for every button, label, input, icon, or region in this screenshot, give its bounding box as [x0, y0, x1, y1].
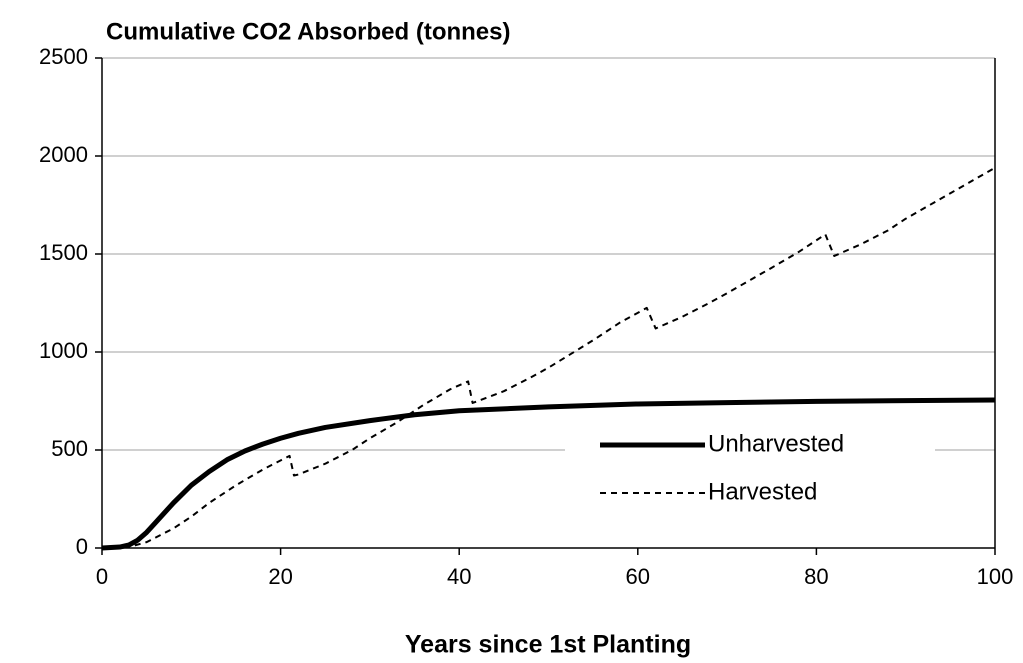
x-axis-label: Years since 1st Planting [405, 631, 691, 659]
legend-box [565, 420, 935, 520]
data-line [101, 397, 996, 551]
y-tick-label: 2000 [39, 142, 88, 167]
x-tick-label: 40 [447, 564, 471, 589]
x-tick-label: 0 [96, 564, 108, 589]
chart-title: Cumulative CO2 Absorbed (tonnes) [106, 18, 510, 45]
y-tick-label: 500 [51, 436, 88, 461]
y-tick-label: 0 [76, 534, 88, 559]
data-line [101, 166, 996, 549]
x-tick-label: 100 [977, 564, 1014, 589]
x-tick-label: 80 [804, 564, 828, 589]
y-tick-label: 1000 [39, 338, 88, 363]
x-tick-label: 60 [626, 564, 650, 589]
legend-label: Unharvested [708, 430, 844, 457]
x-tick-label: 20 [268, 564, 292, 589]
y-tick-label: 1500 [39, 240, 88, 265]
y-tick-label: 2500 [39, 44, 88, 69]
legend-label: Harvested [708, 478, 817, 505]
